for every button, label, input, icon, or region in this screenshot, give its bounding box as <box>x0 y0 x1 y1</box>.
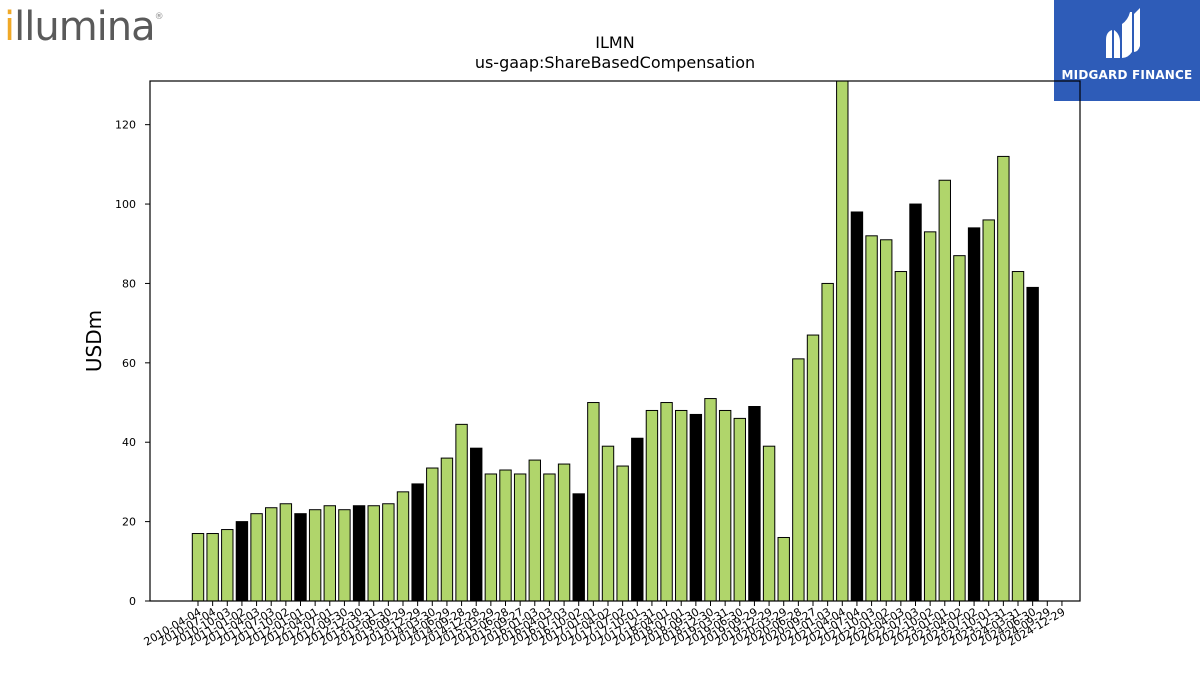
bar <box>616 465 629 602</box>
bar <box>762 445 776 602</box>
bar <box>645 409 659 602</box>
bar <box>748 406 761 602</box>
bar <box>718 409 732 602</box>
bar <box>221 529 234 602</box>
bar <box>733 417 746 602</box>
bar <box>191 533 205 602</box>
bar <box>323 505 336 602</box>
bar <box>543 473 556 602</box>
midgard-emblem-icon <box>1106 8 1140 58</box>
bar <box>338 509 351 602</box>
bar <box>601 445 615 602</box>
bar <box>982 219 995 602</box>
bar <box>704 398 717 602</box>
y-axis-label: USDm <box>82 310 106 372</box>
bar <box>909 203 922 602</box>
bar <box>792 358 805 602</box>
bars-group <box>191 80 1039 602</box>
midgard-brand-text: MIDGARD FINANCE <box>1061 68 1193 82</box>
bar <box>880 239 893 602</box>
bar <box>923 231 937 602</box>
bar <box>367 505 380 602</box>
bar <box>997 155 1010 602</box>
bar <box>1026 286 1039 602</box>
x-axis: 2010-04-042010-07-042010-10-032011-01-02… <box>142 601 1067 649</box>
bar <box>470 447 483 602</box>
bar <box>440 457 454 602</box>
y-tick-label: 60 <box>122 357 136 370</box>
chart-subtitle: us-gaap:ShareBasedCompensation <box>475 53 755 72</box>
y-tick-label: 20 <box>122 516 136 529</box>
bar <box>513 473 527 602</box>
bar <box>836 80 849 602</box>
y-tick-label: 100 <box>115 198 136 211</box>
bar <box>382 503 395 602</box>
bar <box>850 211 864 602</box>
bar <box>250 513 263 602</box>
bar <box>235 521 249 602</box>
registered-mark: ® <box>154 12 164 22</box>
bar <box>396 491 410 602</box>
bar <box>587 402 600 602</box>
bar <box>206 533 219 602</box>
bar <box>352 505 366 602</box>
bar <box>426 467 439 602</box>
bar <box>572 493 585 602</box>
logo-rest: llumina <box>14 4 156 50</box>
bar <box>294 513 307 602</box>
illumina-logo: illumina® <box>4 4 164 50</box>
bar <box>279 503 293 602</box>
bar <box>1011 271 1025 602</box>
bar <box>265 507 278 602</box>
logo-prefix: i <box>4 4 15 50</box>
bar <box>411 483 424 602</box>
bar <box>865 235 878 602</box>
bar <box>777 536 790 602</box>
chart-title: ILMN <box>595 33 634 52</box>
bar <box>557 463 571 602</box>
bar <box>455 423 468 602</box>
bar <box>821 282 834 602</box>
midgard-finance-logo: MIDGARD FINANCE <box>1054 0 1200 101</box>
y-axis: 0 20 40 60 80 100 120 <box>115 119 150 608</box>
bar <box>675 409 688 602</box>
plot-frame <box>149 80 1081 602</box>
bar <box>894 271 908 602</box>
y-tick-label: 40 <box>122 436 136 449</box>
bar <box>953 255 966 602</box>
bar <box>660 402 673 602</box>
bar <box>806 334 820 602</box>
bar <box>967 227 981 602</box>
y-tick-label: 0 <box>129 595 136 608</box>
bar <box>938 179 951 602</box>
bar <box>528 459 541 602</box>
y-tick-label: 120 <box>115 119 136 132</box>
bar <box>308 509 322 602</box>
y-tick-label: 80 <box>122 277 136 290</box>
bar <box>484 473 498 602</box>
bar <box>631 437 644 602</box>
bar <box>689 413 703 602</box>
bar <box>499 469 512 602</box>
